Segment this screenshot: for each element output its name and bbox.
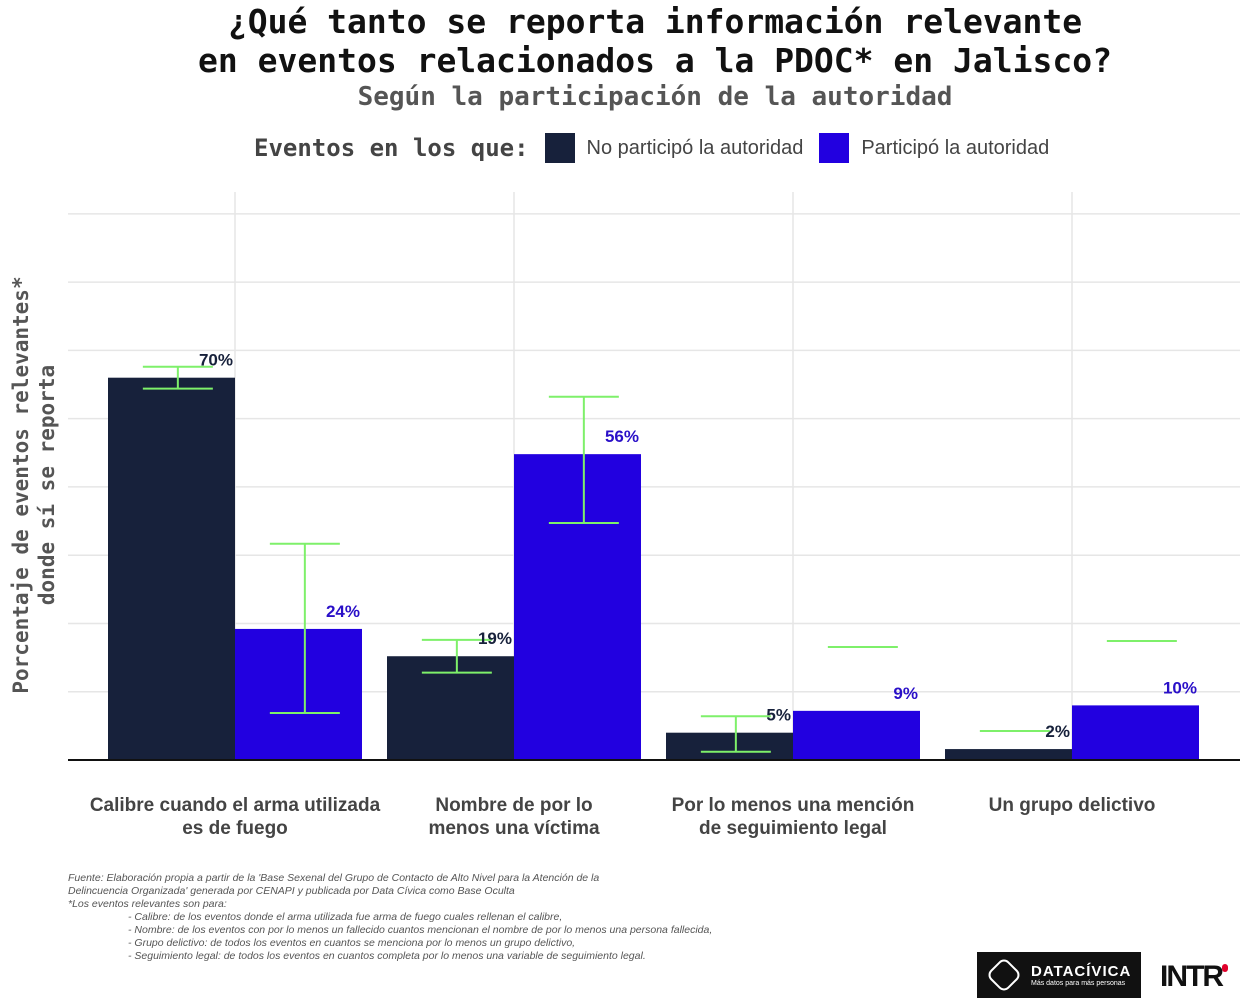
- legend-swatch-si: [819, 133, 850, 163]
- data-label: 9%: [893, 684, 918, 703]
- bar: [666, 732, 793, 760]
- data-label: 5%: [766, 706, 791, 725]
- data-label: 70%: [199, 351, 233, 370]
- bar: [1072, 705, 1199, 760]
- bar: [945, 749, 1072, 760]
- bar: [514, 454, 641, 760]
- x-tick-label: de seguimiento legal: [699, 818, 887, 839]
- x-tick-label: Nombre de por lo: [435, 795, 592, 816]
- chart-title: ¿Qué tanto se reporta información releva…: [198, 2, 1112, 80]
- x-tick-label: menos una víctima: [428, 818, 599, 839]
- footnote: Fuente: Elaboración propia a partir de l…: [68, 872, 713, 962]
- legend-swatch-no: [544, 133, 575, 163]
- data-label: 19%: [478, 629, 512, 648]
- data-label: 24%: [326, 602, 360, 621]
- legend-label-si: Participó la autoridad: [861, 136, 1050, 159]
- datacivica-tagline: Más datos para más personas: [1031, 980, 1126, 987]
- intr-logo: INTR: [1160, 960, 1228, 994]
- bar: [108, 377, 235, 760]
- datacivica-icon: [985, 956, 1023, 994]
- data-label: 10%: [1163, 678, 1197, 697]
- data-label: 2%: [1045, 722, 1070, 741]
- legend-label-no: No participó la autoridad: [586, 136, 804, 159]
- datacivica-text: DATACÍVICA: [1031, 963, 1132, 980]
- bar: [793, 710, 920, 760]
- chart-subtitle: Según la participación de la autoridad: [357, 82, 953, 112]
- data-label: 56%: [605, 427, 639, 446]
- bar: [235, 628, 362, 760]
- x-tick-label: es de fuego: [182, 818, 288, 839]
- datacivica-logo: DATACÍVICA Más datos para más personas: [977, 952, 1141, 998]
- legend: Eventos en los que: No participó la auto…: [254, 133, 1049, 163]
- legend-title: Eventos en los que:: [254, 134, 529, 162]
- x-tick-label: Un grupo delictivo: [989, 795, 1156, 816]
- plot-area: 70% 19% 5% 2% 24% 56% 9% 10% Calibre cuando el a…: [68, 192, 1240, 839]
- x-tick-label: Por lo menos una mención: [672, 795, 915, 816]
- x-tick-label: Calibre cuando el arma utilizada: [90, 795, 381, 816]
